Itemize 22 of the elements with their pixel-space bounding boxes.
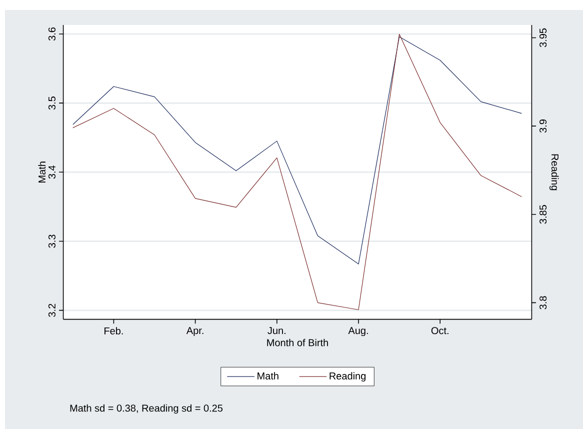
legend-label: Reading — [330, 372, 366, 382]
y2-axis-title: Reading — [549, 154, 559, 190]
y-tick-label: 3.6 — [48, 27, 56, 41]
y-axis-title: Math — [38, 162, 46, 182]
y2-tick-label: 3.9 — [540, 120, 547, 133]
y-tick-label: 3.4 — [48, 165, 56, 179]
legend-label: Math — [258, 372, 278, 380]
x-axis-title: Month of Birth — [267, 338, 328, 346]
line-series — [72, 36, 522, 264]
x-tick-label: Aug. — [348, 327, 368, 336]
y-tick-label: 3.2 — [48, 304, 56, 317]
y-tick-label: 3.5 — [48, 96, 56, 110]
text: Math sd = 0.38, Reading sd = 0.25 — [70, 404, 223, 414]
line-series — [72, 34, 522, 310]
y2-tick-label: 3.95 — [540, 28, 547, 48]
y-tick-label: 3.3 — [48, 234, 56, 248]
x-tick-label: Jun. — [268, 327, 286, 334]
y2-tick-label: 3.8 — [540, 296, 547, 310]
x-tick-label: Oct. — [431, 327, 448, 334]
y2-tick-label: 3.85 — [540, 205, 547, 224]
x-tick-label: Feb. — [104, 327, 123, 334]
x-tick-label: Apr. — [186, 327, 204, 336]
